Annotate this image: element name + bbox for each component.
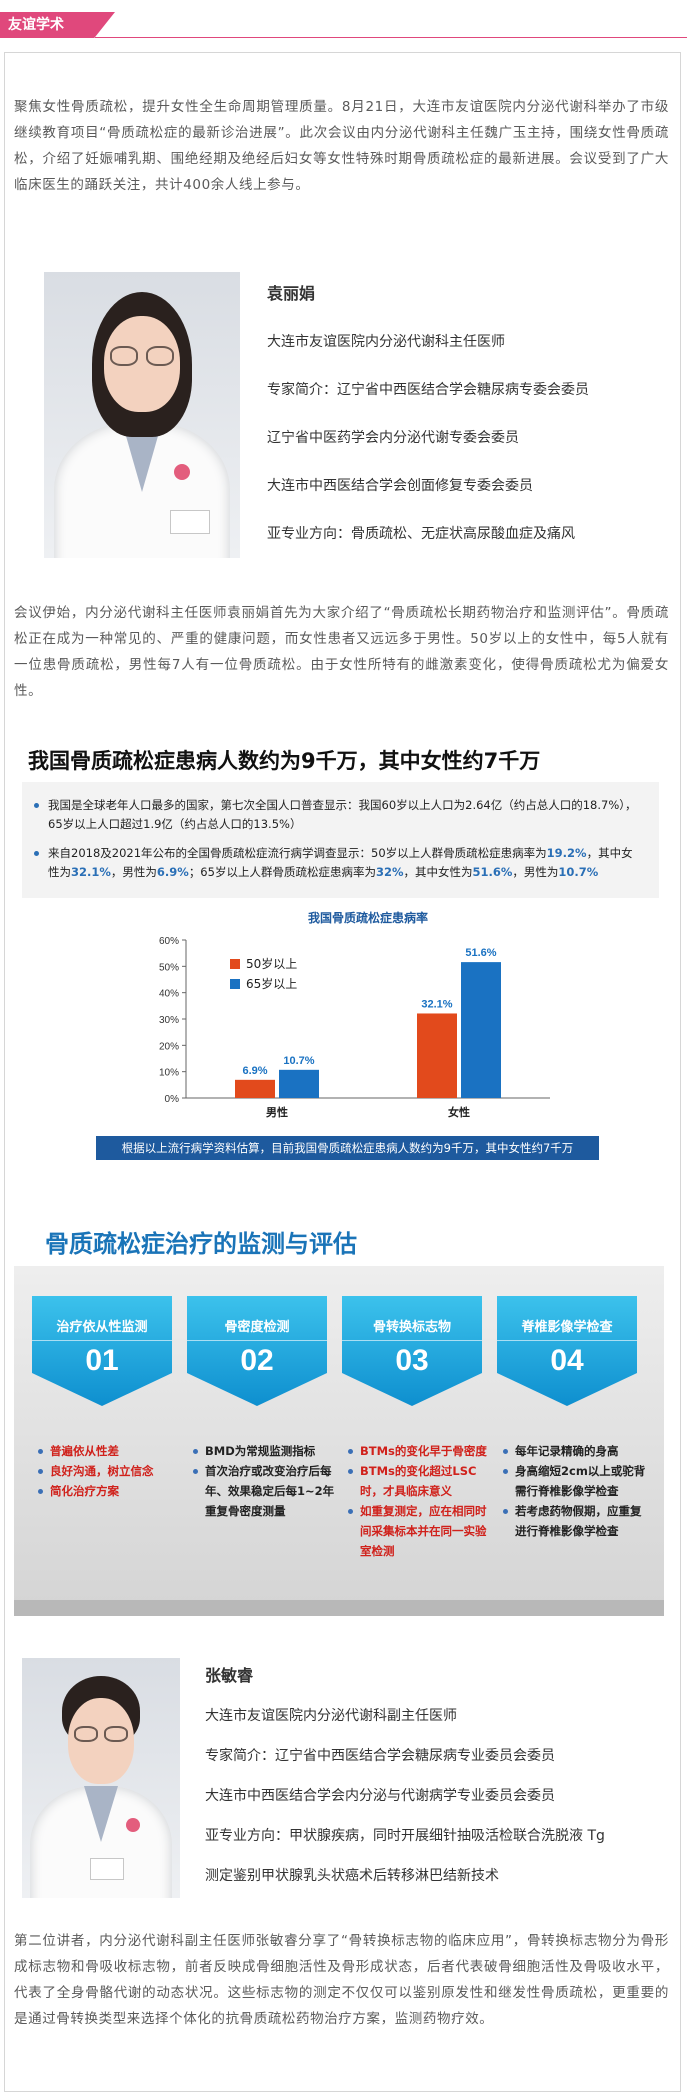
slide1-title: 我国骨质疏松症患病人数约为9千万，其中女性约7千万: [28, 749, 541, 773]
card-label: 治疗依从性监测: [56, 1320, 148, 1335]
header-divider: [95, 37, 687, 38]
expert2-specialty-2: 测定鉴别甲状腺乳头状癌术后转移淋巴结新技术: [205, 1868, 499, 1884]
legend-label: 50岁以上: [246, 956, 297, 971]
y-tick-label: 0%: [165, 1094, 180, 1105]
card-header: 治疗依从性监测 01: [32, 1296, 172, 1406]
bullet-1: 我国是全球老年人口最多的国家，第七次全国人口普查显示：我国60岁以上人口为2.6…: [34, 796, 644, 834]
expert1-photo: [44, 272, 240, 558]
data-label: 6.9%: [242, 1065, 267, 1077]
slide2-title: 骨质疏松症治疗的监测与评估: [45, 1230, 357, 1258]
bullet-2: 来自2018及2021年公布的全国骨质疏松症流行病学调查显示：50岁以上人群骨质…: [34, 844, 644, 882]
card-number: 01: [85, 1344, 119, 1377]
expert2-bio: 专家简介：辽宁省中西医结合学会糖尿病专业委员会委员: [205, 1748, 555, 1764]
expert1-info: 袁丽娟 大连市友谊医院内分泌代谢科主任医师 专家简介：辽宁省中西医结合学会糖尿病…: [267, 284, 589, 542]
card-number: 03: [395, 1344, 429, 1377]
card-items: BTMs的变化早于骨密度 BTMs的变化超过LSC时，才具临床意义 如重复测定，…: [348, 1441, 496, 1561]
slide1-caption: 根据以上流行病学资料估算，目前我国骨质疏松症患病人数约为9千万，其中女性约7千万: [96, 1136, 599, 1160]
legend-label: 65岁以上: [246, 976, 297, 991]
y-tick-label: 30%: [159, 1015, 179, 1026]
paragraph-2: 会议伊始，内分泌代谢科主任医师袁丽娟首先为大家介绍了“骨质疏松长期药物治疗和监测…: [14, 605, 669, 699]
card-item: 身高缩短2cm以上或驼背需行脊椎影像学检查: [503, 1461, 651, 1501]
y-tick-label: 20%: [159, 1041, 179, 1052]
y-tick-label: 10%: [159, 1068, 179, 1079]
data-label: 32.1%: [421, 998, 452, 1010]
card-items: 每年记录精确的身高 身高缩短2cm以上或驼背需行脊椎影像学检查 若考虑药物假期，…: [503, 1441, 651, 1541]
card-header: 骨密度检测 02: [187, 1296, 327, 1406]
x-tick-label: 女性: [448, 1105, 470, 1119]
expert1-membership: 辽宁省中医药学会内分泌代谢专委会委员: [267, 430, 519, 446]
card-number: 02: [240, 1344, 274, 1377]
expert1-title: 大连市友谊医院内分泌代谢科主任医师: [267, 334, 505, 350]
card-label: 骨转换标志物: [372, 1320, 451, 1335]
bar-65plus: [461, 962, 501, 1098]
bullet-dot: [34, 851, 39, 856]
section-tag: 友谊学术: [0, 12, 115, 38]
expert1-bio: 专家简介：辽宁省中西医结合学会糖尿病专委会委员: [267, 382, 589, 398]
data-label: 10.7%: [283, 1055, 314, 1067]
expert2-info: 张敏睿 大连市友谊医院内分泌代谢科副主任医师 专家简介：辽宁省中西医结合学会糖尿…: [205, 1666, 605, 1884]
card-number: 04: [550, 1344, 584, 1377]
expert1-name: 袁丽娟: [267, 284, 316, 303]
card-item: 每年记录精确的身高: [503, 1441, 651, 1461]
prevalence-chart: 我国骨质疏松症患病率 0% 10% 20% 30% 40% 50% 60% 6.9% 10.7% 男…: [159, 910, 550, 1119]
card-item: 首次治疗或改变治疗后每年、效果稳定后每1~2年重复骨密度测量: [193, 1461, 341, 1521]
card-items: 普遍依从性差 良好沟通，树立信念 简化治疗方案: [38, 1441, 186, 1501]
intro-paragraph: 聚焦女性骨质疏松，提升女性全生命周期管理质量。8月21日，大连市友谊医院内分泌代…: [14, 99, 669, 193]
chart-title: 我国骨质疏松症患病率: [308, 910, 428, 925]
expert2-specialty: 亚专业方向：甲状腺疾病，同时开展细针抽吸活检联合洗脱液 Tg: [205, 1828, 605, 1844]
card-items: BMD为常规监测指标 首次治疗或改变治疗后每年、效果稳定后每1~2年重复骨密度测…: [193, 1441, 341, 1521]
card-header: 骨转换标志物 03: [342, 1296, 482, 1406]
card-item: BMD为常规监测指标: [193, 1441, 341, 1461]
expert1-specialty: 亚专业方向：骨质疏松、无症状高尿酸血症及痛风: [267, 526, 575, 542]
bar-65plus: [279, 1069, 319, 1098]
legend-swatch: [230, 959, 240, 969]
expert2-title: 大连市友谊医院内分泌代谢科副主任医师: [205, 1708, 457, 1724]
expert2-photo: [22, 1658, 180, 1898]
article-frame: [4, 52, 681, 2092]
monitoring-panel: 治疗依从性监测 01 普遍依从性差 良好沟通，树立信念 简化治疗方案 骨密度检测…: [14, 1266, 664, 1616]
section-header: 友谊学术: [0, 0, 687, 48]
legend-swatch: [230, 979, 240, 989]
card-item: 良好沟通，树立信念: [38, 1461, 186, 1481]
bar-50plus: [235, 1079, 275, 1098]
paragraph-3: 第二位讲者，内分泌代谢科副主任医师张敏睿分享了“骨转换标志物的临床应用”，骨转换…: [14, 1933, 669, 2027]
card-label: 脊椎影像学检查: [521, 1320, 613, 1335]
expert1-membership-2: 大连市中西医结合学会创面修复专委会委员: [267, 478, 533, 494]
card-item: 简化治疗方案: [38, 1481, 186, 1501]
bullet-dot: [34, 803, 39, 808]
card-header: 脊椎影像学检查 04: [497, 1296, 637, 1406]
y-tick-label: 50%: [159, 962, 179, 973]
card-item: 普遍依从性差: [38, 1441, 186, 1461]
bar-50plus: [417, 1013, 457, 1098]
card-item: BTMs的变化早于骨密度: [348, 1441, 496, 1461]
slide1-bullets: 我国是全球老年人口最多的国家，第七次全国人口普查显示：我国60岁以上人口为2.6…: [22, 782, 659, 898]
expert2-membership: 大连市中西医结合学会内分泌与代谢病学专业委员会委员: [205, 1788, 555, 1804]
card-item: BTMs的变化超过LSC时，才具临床意义: [348, 1461, 496, 1501]
card-item: 如重复测定，应在相同时间采集标本并在同一实验室检测: [348, 1501, 496, 1561]
y-tick-label: 60%: [159, 936, 179, 947]
y-tick-label: 40%: [159, 989, 179, 1000]
data-label: 51.6%: [465, 947, 496, 959]
expert2-name: 张敏睿: [205, 1666, 254, 1685]
panel-footer: [14, 1600, 664, 1616]
card-item: 若考虑药物假期，应重复进行脊椎影像学检查: [503, 1501, 651, 1541]
card-label: 骨密度检测: [224, 1320, 290, 1335]
x-tick-label: 男性: [266, 1105, 288, 1119]
